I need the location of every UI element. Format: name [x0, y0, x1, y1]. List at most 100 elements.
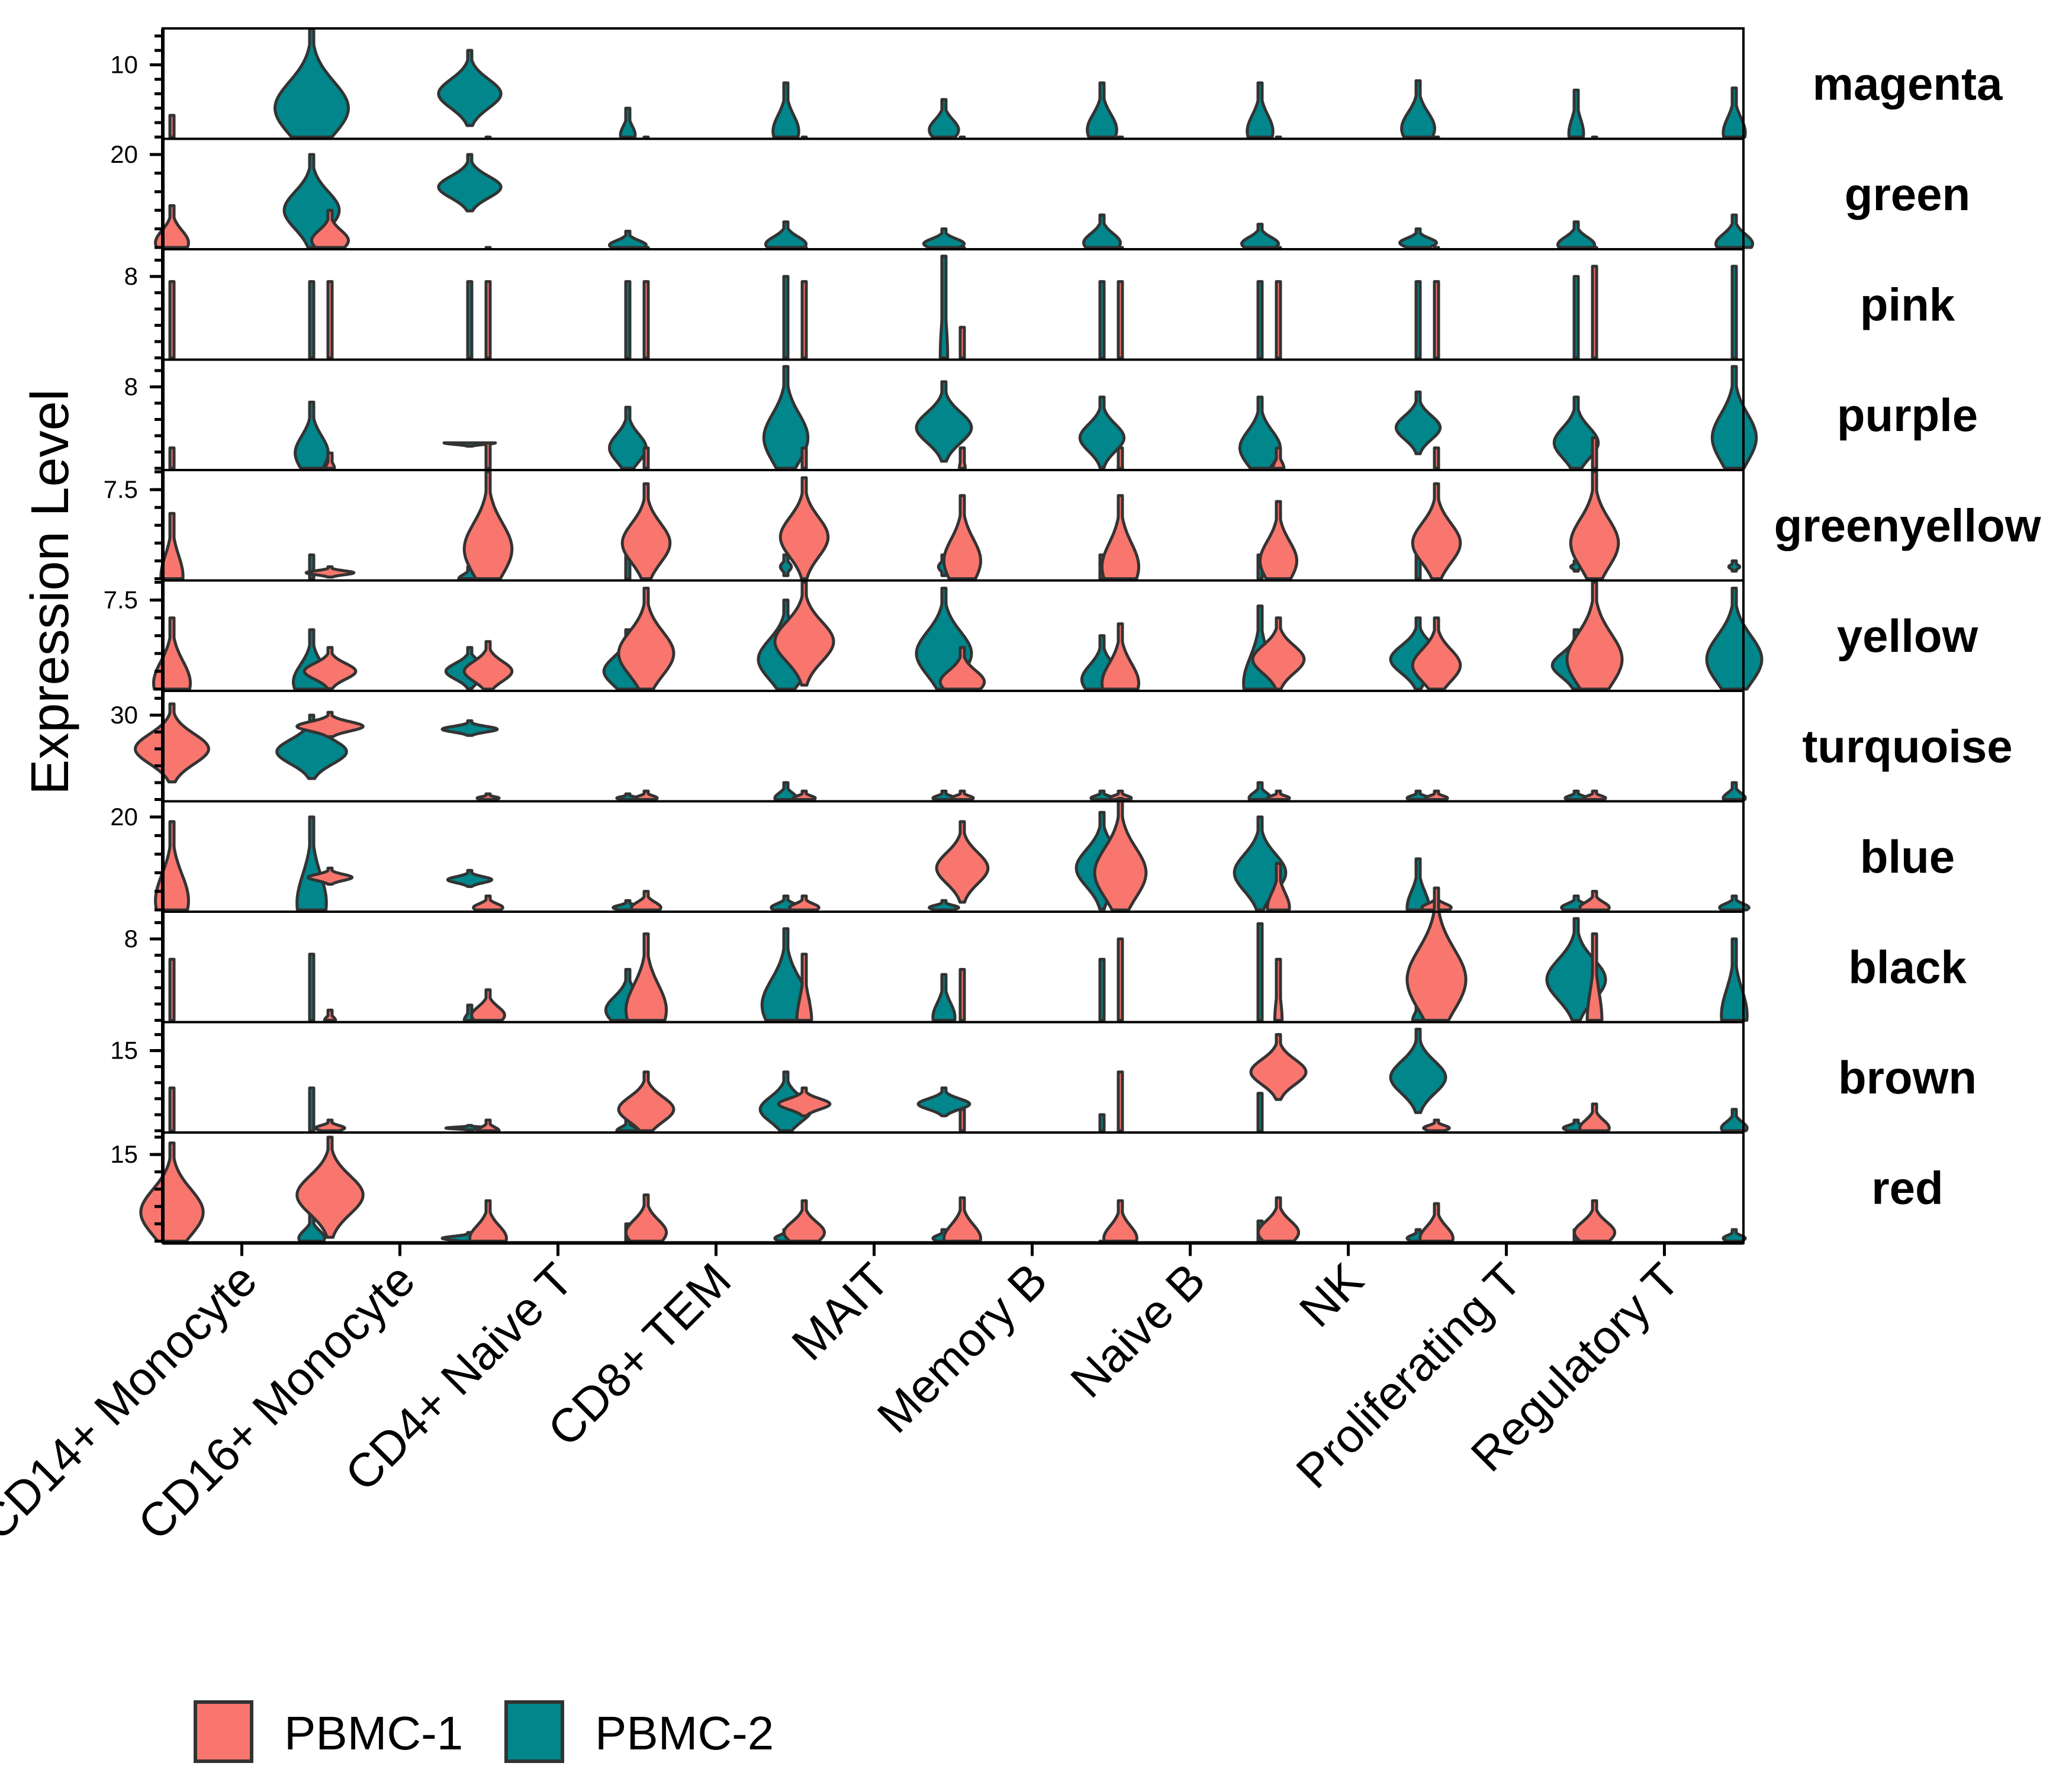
y-tick-label: 7.5 — [104, 586, 138, 614]
violin-black-regulatory-t-pbmc-1 — [1585, 932, 1604, 1022]
violin-purple-nk-pbmc-1 — [1271, 446, 1286, 470]
violin-pink-proliferating-t-pbmc-1 — [1433, 280, 1440, 359]
violin-magenta-mait-pbmc-2 — [928, 98, 960, 139]
violin-turquoise-naive-b-pbmc-1 — [1108, 789, 1133, 801]
violin-green-mait-pbmc-2 — [922, 227, 966, 249]
strip-label-yellow: yellow — [1837, 610, 1978, 662]
violin-green-cd16-monocyte-pbmc-2 — [437, 153, 503, 213]
violin-pink-cd4-naive-t-pbmc-2 — [624, 280, 632, 359]
legend-label-pbmc-1: PBMC-1 — [284, 1707, 463, 1759]
violin-greenyellow-cd8-tem-pbmc-2 — [778, 553, 793, 577]
violin-blue-cd14-monocyte-pbmc-2 — [295, 815, 328, 912]
violin-turquoise-memory-b-pbmc-1 — [950, 789, 975, 801]
panel-black: 8 black — [124, 886, 1967, 1024]
legend-swatch-pbmc-1 — [194, 1700, 253, 1763]
violin-turquoise-naive-b-pbmc-2 — [1247, 781, 1273, 801]
violin-green-cd16-monocyte-pbmc-1 — [310, 208, 350, 249]
violin-black-mait-pbmc-1 — [795, 953, 813, 1022]
violin-red-regulatory-t-pbmc-1 — [1572, 1199, 1617, 1243]
violin-green-cd4-naive-t-pbmc-2 — [608, 230, 648, 249]
violin-purple-memory-b-pbmc-1 — [958, 446, 967, 470]
violin-turquoise-mait-pbmc-1 — [792, 789, 817, 801]
violin-yellow-regulatory-t-pbmc-2 — [1705, 587, 1764, 691]
violin-greenyellow-memory-b-pbmc-1 — [942, 494, 982, 580]
violin-turquoise-cd8-tem-pbmc-2 — [773, 781, 799, 801]
violin-black-cd4-naive-t-pbmc-1 — [470, 988, 506, 1022]
violin-pink-mait-pbmc-2 — [938, 255, 950, 359]
violin-green-proliferating-t-pbmc-2 — [1556, 220, 1596, 249]
violin-green-naive-b-pbmc-2 — [1240, 223, 1280, 249]
violin-purple-cd4-naive-t-pbmc-1 — [484, 441, 492, 470]
violin-purple-naive-b-pbmc-2 — [1238, 395, 1282, 470]
violin-blue-cd8-tem-pbmc-1 — [630, 890, 662, 912]
violin-magenta-cd16-monocyte-pbmc-2 — [437, 49, 503, 127]
violin-brown-nk-pbmc-2 — [1389, 1028, 1447, 1114]
panel-frame — [162, 1021, 1745, 1134]
violin-pink-cd16-monocyte-pbmc-2 — [466, 280, 474, 359]
violin-turquoise-proliferating-t-pbmc-1 — [1424, 789, 1449, 801]
violin-red-cd8-tem-pbmc-1 — [624, 1193, 668, 1243]
violin-pink-nk-pbmc-2 — [1414, 280, 1422, 359]
violin-magenta-cd14-monocyte-pbmc-1 — [168, 114, 176, 139]
violin-turquoise-cd14-monocyte-pbmc-2 — [275, 713, 348, 780]
violin-brown-memory-b-pbmc-1 — [958, 1108, 966, 1133]
violin-yellow-mait-pbmc-1 — [773, 581, 835, 687]
violin-magenta-cd14-monocyte-pbmc-2 — [274, 27, 350, 139]
violin-pink-cd4-naive-t-pbmc-1 — [484, 280, 492, 359]
strip-label-purple: purple — [1837, 389, 1978, 441]
violin-purple-cd8-tem-pbmc-2 — [762, 365, 810, 470]
strip-label-magenta: magenta — [1813, 57, 2003, 110]
strip-label-turquoise: turquoise — [1802, 720, 2012, 772]
violin-green-cd8-tem-pbmc-2 — [764, 220, 808, 249]
y-tick-label: 30 — [110, 701, 138, 729]
strip-label-black: black — [1848, 941, 1967, 993]
violin-brown-proliferating-t-pbmc-1 — [1422, 1118, 1451, 1133]
violin-purple-naive-b-pbmc-1 — [1117, 446, 1124, 470]
violin-greenyellow-cd8-tem-pbmc-1 — [620, 482, 672, 580]
violin-green-cd14-monocyte-pbmc-1 — [154, 204, 190, 249]
violin-blue-nk-pbmc-1 — [1266, 862, 1291, 912]
violin-magenta-regulatory-t-pbmc-2 — [1722, 86, 1747, 139]
violin-magenta-memory-b-pbmc-2 — [1086, 81, 1118, 139]
panel-red: 15 red — [110, 1131, 1944, 1244]
violin-turquoise-nk-pbmc-1 — [1266, 789, 1291, 801]
violin-green-nk-pbmc-2 — [1398, 227, 1438, 249]
strip-label-red: red — [1871, 1162, 1943, 1214]
violin-purple-cd14-monocyte-pbmc-1 — [168, 446, 176, 470]
violin-magenta-proliferating-t-pbmc-2 — [1567, 88, 1585, 139]
y-tick-label: 10 — [110, 51, 138, 79]
violin-brown-mait-pbmc-2 — [916, 1086, 971, 1118]
violin-greenyellow-regulatory-t-pbmc-2 — [1727, 559, 1742, 573]
violin-pink-cd16-monocyte-pbmc-1 — [326, 280, 334, 359]
violin-purple-cd8-tem-pbmc-1 — [642, 446, 650, 470]
violin-blue-memory-b-pbmc-1 — [935, 820, 990, 904]
violin-yellow-naive-b-pbmc-1 — [1101, 622, 1140, 691]
violin-black-cd16-monocyte-pbmc-1 — [323, 1008, 337, 1022]
violin-brown-mait-pbmc-1 — [777, 1086, 832, 1118]
violin-pink-naive-b-pbmc-2 — [1256, 280, 1264, 359]
panel-magenta: 10 magenta — [110, 27, 2003, 140]
violin-yellow-proliferating-t-pbmc-1 — [1411, 616, 1462, 691]
y-tick-label: 8 — [124, 262, 138, 290]
violin-magenta-cd8-tem-pbmc-2 — [771, 81, 800, 139]
y-tick-label: 15 — [110, 1037, 138, 1064]
panel-brown: 15 brown — [110, 1021, 1977, 1134]
violin-turquoise-regulatory-t-pbmc-1 — [1582, 789, 1607, 801]
violin-blue-cd16-monocyte-pbmc-1 — [306, 866, 354, 886]
violin-purple-nk-pbmc-2 — [1394, 390, 1442, 455]
panel-greenyellow: 7.5 greenyellow — [104, 469, 2041, 582]
violin-yellow-memory-b-pbmc-1 — [938, 646, 986, 691]
strip-label-blue: blue — [1860, 831, 1955, 883]
y-tick-label: 20 — [110, 140, 138, 168]
violin-turquoise-cd16-monocyte-pbmc-2 — [440, 719, 499, 737]
violin-green-regulatory-t-pbmc-2 — [1714, 213, 1754, 249]
panel-turquoise: 30 turquoise — [110, 690, 2013, 803]
violin-blue-mait-pbmc-2 — [928, 899, 960, 912]
violin-greenyellow-naive-b-pbmc-1 — [1101, 494, 1140, 580]
violin-purple-cd14-monocyte-pbmc-2 — [294, 400, 330, 470]
violin-turquoise-cd4-naive-t-pbmc-1 — [475, 792, 501, 801]
violin-blue-cd16-monocyte-pbmc-2 — [446, 868, 494, 888]
y-tick-label: 8 — [124, 372, 138, 400]
violin-brown-naive-b-pbmc-1 — [1117, 1070, 1124, 1133]
strip-label-brown: brown — [1838, 1051, 1977, 1104]
